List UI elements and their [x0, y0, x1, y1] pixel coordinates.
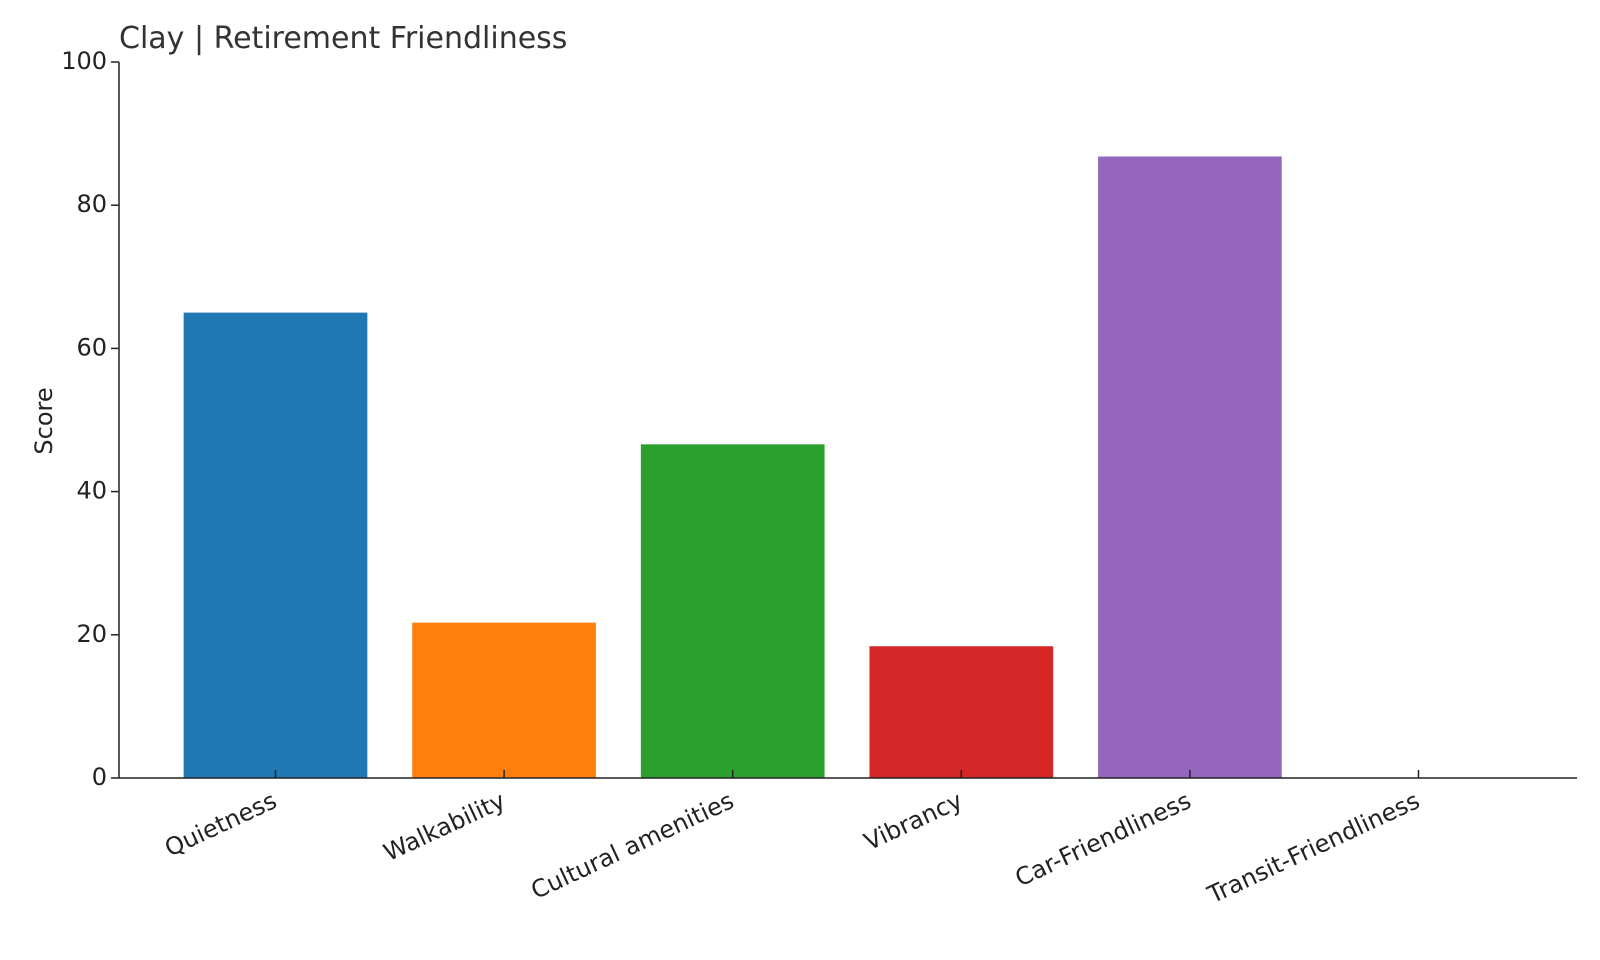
y-tick-label: 40 [76, 477, 107, 505]
y-axis-label: Score [30, 387, 58, 454]
x-tick-label: Walkability [379, 786, 509, 867]
bar [640, 444, 825, 778]
x-tick-label: Car-Friendliness [1011, 786, 1196, 892]
x-tick-label: Cultural amenities [527, 786, 738, 904]
x-tick-label: Vibrancy [860, 786, 967, 856]
y-tick-label: 60 [76, 333, 107, 361]
bar [412, 622, 596, 778]
y-tick-label: 100 [61, 47, 107, 75]
x-tick-label: Quietness [160, 786, 281, 862]
bar [869, 646, 1054, 778]
x-tick-label: Transit-Friendliness [1203, 786, 1424, 909]
bar [183, 312, 368, 778]
y-tick-label: 0 [92, 763, 107, 791]
bar [1098, 156, 1282, 779]
chart-title: Clay | Retirement Friendliness [119, 21, 567, 56]
y-tick-label: 80 [76, 190, 107, 218]
y-tick-label: 20 [76, 620, 107, 648]
